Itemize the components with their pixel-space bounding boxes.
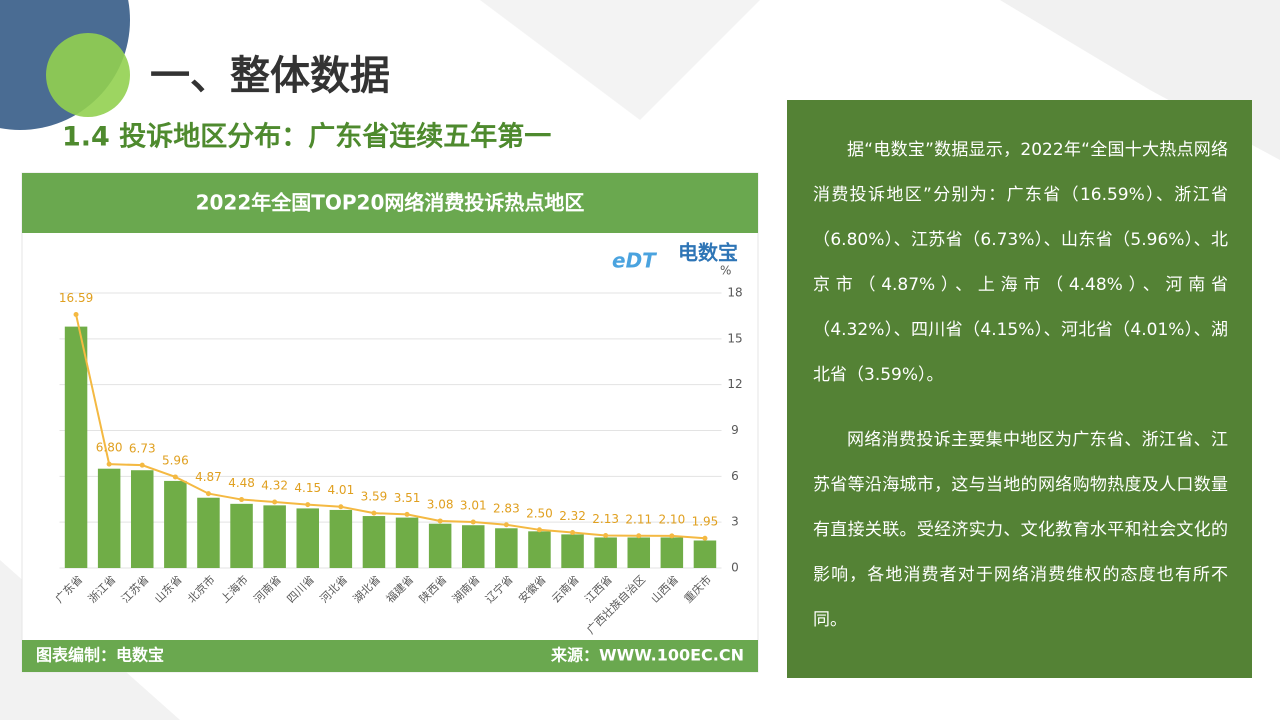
data-label: 3.51 (394, 491, 421, 505)
bar (64, 326, 88, 568)
bg-shape (480, 0, 760, 120)
data-label: 2.32 (559, 509, 586, 523)
line-point (636, 533, 642, 539)
y-tick-label: 9 (731, 423, 739, 437)
data-label: 2.11 (625, 512, 652, 526)
line-point (272, 499, 278, 505)
bar (230, 503, 253, 568)
bar (428, 523, 452, 568)
line-point (404, 511, 410, 517)
line-point (702, 535, 708, 541)
data-label: 2.13 (592, 512, 619, 526)
data-label: 6.80 (96, 441, 123, 455)
bar (130, 470, 154, 568)
bar (561, 534, 584, 568)
heading: 一、整体数据 (150, 53, 390, 99)
bar (495, 528, 518, 568)
footer-left: 图表编制：电数宝 (36, 646, 164, 665)
data-label: 5.96 (162, 453, 189, 467)
chart-footer (22, 640, 758, 672)
text-panel: 据“电数宝”数据显示，2022年“全国十大热点网络消费投诉地区”分别为：广东省（… (787, 100, 1252, 678)
paragraph: 网络消费投诉主要集中地区为广东省、浙江省、江苏省等沿海城市，这与当地的网络购物热… (813, 430, 1228, 630)
data-label: 4.87 (195, 470, 222, 484)
chart-header (22, 173, 758, 233)
line-point (338, 504, 344, 510)
y-tick-label: 12 (727, 377, 742, 391)
footer-right: 来源：WWW.100EC.CN (550, 646, 744, 665)
bar (329, 509, 353, 568)
y-tick-label: 6 (731, 469, 739, 483)
y-tick-label: 3 (731, 515, 739, 529)
logo-name: 电数宝 (678, 241, 738, 265)
deco-circle (46, 33, 130, 117)
bar (594, 537, 617, 568)
data-label: 4.32 (261, 479, 288, 493)
bar (660, 537, 684, 568)
data-label: 4.48 (228, 476, 255, 490)
bar (164, 480, 187, 568)
bar (296, 508, 320, 568)
bar (627, 537, 651, 568)
data-label: 1.95 (692, 515, 719, 529)
line-point (669, 533, 675, 539)
line-point (205, 491, 211, 497)
line-point (172, 474, 178, 480)
line-point (536, 527, 542, 533)
line-point (503, 522, 509, 528)
bar (528, 531, 551, 568)
paragraph: 据“电数宝”数据显示，2022年“全国十大热点网络消费投诉地区”分别为：广东省（… (813, 140, 1228, 385)
line-point (437, 518, 443, 524)
data-label: 3.59 (361, 490, 388, 504)
bar (395, 517, 419, 568)
bar (97, 468, 121, 568)
line-point (73, 312, 79, 318)
data-label: 2.83 (493, 501, 520, 515)
line-point (470, 519, 476, 525)
data-label: 6.73 (129, 442, 156, 456)
data-label: 4.15 (294, 481, 321, 495)
bar (362, 516, 386, 568)
subheading: 1.4 投诉地区分布：广东省连续五年第一 (62, 121, 551, 153)
y-tick-label: 0 (731, 561, 739, 575)
y-unit: % (720, 264, 731, 278)
data-label: 3.01 (460, 499, 487, 513)
line-point (603, 532, 609, 538)
line-point (570, 530, 576, 536)
y-tick-label: 15 (727, 331, 742, 345)
y-tick-label: 18 (727, 286, 742, 300)
data-label: 3.08 (427, 497, 454, 511)
line-point (305, 502, 311, 508)
data-label: 2.10 (658, 512, 685, 526)
line (75, 314, 706, 540)
data-label: 16.59 (59, 291, 93, 305)
data-label: 4.01 (327, 483, 354, 497)
chart-card (21, 172, 759, 673)
data-label: 2.50 (526, 506, 553, 520)
line-point (239, 497, 245, 503)
bar (263, 505, 286, 568)
line-point (106, 461, 112, 467)
bar (693, 540, 717, 568)
line-point (371, 510, 377, 516)
line-point (139, 462, 145, 468)
chart-title: 2022年全国TOP20网络消费投诉热点地区 (196, 191, 585, 215)
logo-mark: eDT (612, 249, 657, 273)
bar (461, 525, 485, 568)
bar (197, 497, 220, 568)
